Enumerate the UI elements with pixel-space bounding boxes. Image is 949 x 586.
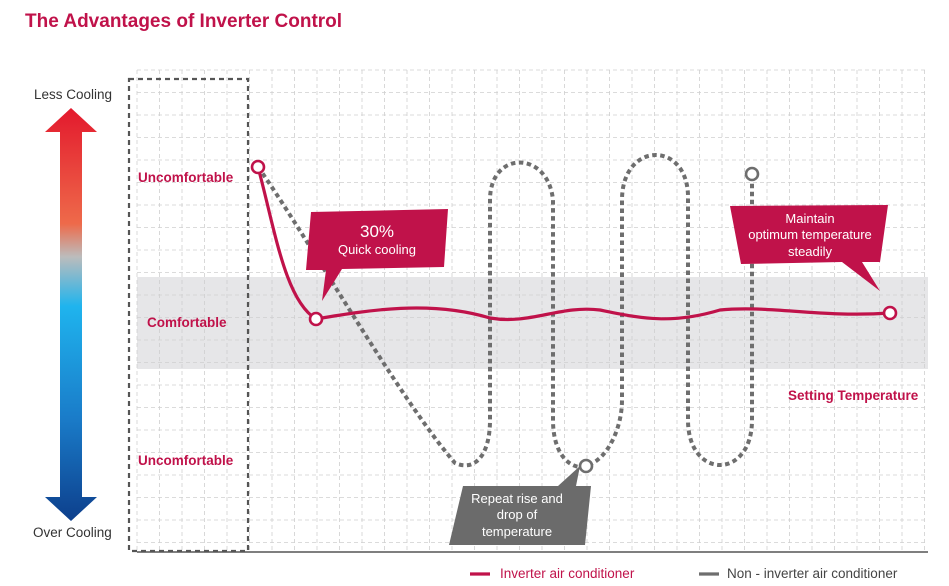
quick-cooling-percent: 30% [359, 222, 395, 241]
setting-temperature-label: Setting Temperature [788, 388, 919, 403]
repeat-line-3: temperature [481, 523, 553, 539]
repeat-callout [449, 466, 591, 545]
maintain-line-3: steadily [787, 243, 833, 259]
maintain-callout [730, 205, 888, 291]
repeat-line-2: drop of [496, 507, 538, 523]
non-inverter-low-marker [578, 458, 594, 474]
inverter-end-marker [882, 305, 898, 321]
maintain-line-1: Maintain [785, 211, 835, 226]
comfortable-label: Comfortable [147, 315, 227, 330]
quick-cooling-text: Quick cooling [337, 242, 417, 258]
legend-inverter-label: Inverter air conditioner [500, 566, 635, 581]
non-inverter-line [256, 153, 754, 470]
comfort-zone-band [137, 277, 928, 369]
repeat-line-1: Repeat rise and [471, 491, 563, 506]
page-title: The Advantages of Inverter Control [25, 11, 343, 32]
start-zone-box [127, 77, 250, 553]
inverter-settle-marker [308, 311, 324, 327]
inverter-line [256, 165, 892, 322]
quick-cooling-callout [306, 209, 448, 301]
quick-cooling-callout-text: 30% Quick cooling [318, 221, 436, 259]
less-cooling-label: Less Cooling [34, 87, 113, 102]
repeat-callout-text: Repeat rise and drop of temperature [452, 491, 582, 540]
non-inverter-end-marker [744, 166, 760, 182]
cooling-scale-arrow [45, 108, 97, 521]
inverter-start-marker [250, 159, 266, 175]
background-grid [136, 69, 928, 552]
uncomfortable-lower-label: Uncomfortable [138, 453, 234, 468]
maintain-line-2: optimum temperature [748, 227, 872, 243]
maintain-callout-text: Maintain optimum temperature steadily [735, 211, 885, 260]
legend-non-inverter-label: Non - inverter air conditioner [727, 566, 898, 581]
over-cooling-label: Over Cooling [33, 525, 112, 540]
uncomfortable-upper-label: Uncomfortable [138, 170, 234, 185]
